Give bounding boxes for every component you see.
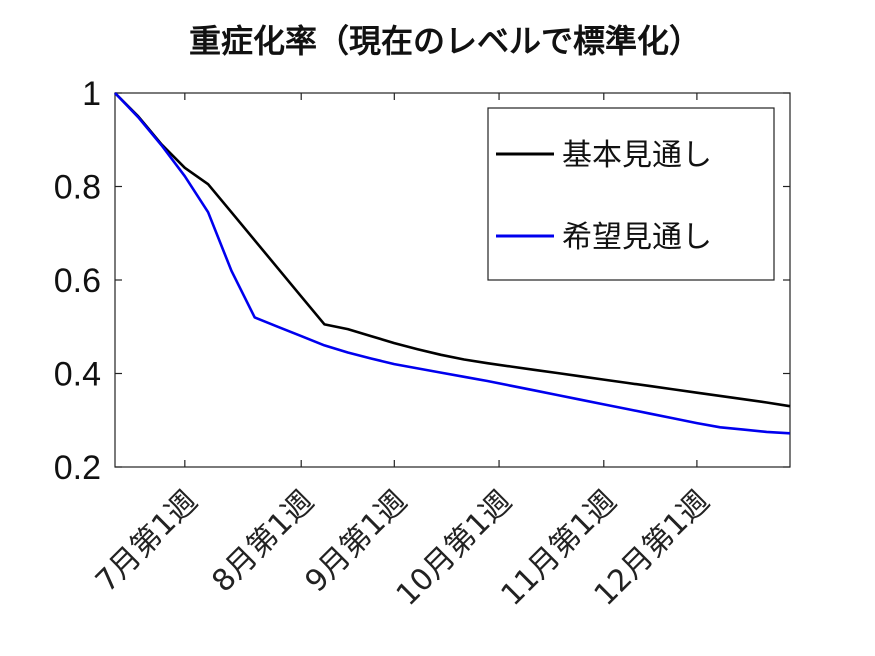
y-tick-label: 0.4 (54, 356, 101, 394)
x-tick-label: 7月第1週 (89, 484, 204, 599)
y-tick-label: 0.6 (54, 262, 101, 300)
y-tick-label: 1 (82, 75, 101, 113)
legend-label: 基本見通し (562, 138, 712, 173)
legend-label: 希望見通し (562, 220, 712, 255)
y-tick-label: 0.8 (54, 169, 101, 207)
series-line-1 (114, 92, 791, 408)
legend-box (487, 107, 775, 281)
series-line-2 (114, 92, 791, 435)
x-tick-label: 8月第1週 (205, 484, 320, 599)
chart-title: 重症化率（現在のレベルで標準化） (189, 22, 701, 60)
y-tick-label: 0.2 (54, 449, 101, 487)
